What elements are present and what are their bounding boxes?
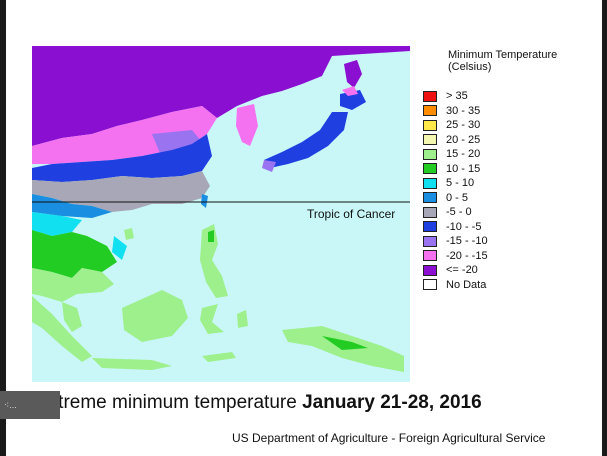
caption-dates: January 21-28, 2016 [302, 392, 482, 413]
legend-item: -10 - -5 [423, 220, 488, 235]
region-japan-north-pink [342, 86, 358, 96]
legend-swatch [423, 206, 437, 218]
region-moluccas [237, 310, 248, 328]
caption-prefix: Extreme minimum temperature [36, 392, 303, 413]
region-japan-main [264, 112, 348, 168]
legend-item: > 35 [423, 89, 488, 104]
legend-swatch [423, 119, 437, 131]
thumbnail-label: ⁖... [4, 399, 17, 410]
source-credit: US Department of Agriculture - Foreign A… [232, 431, 546, 445]
legend-swatch [423, 279, 437, 291]
legend-item: 15 - 20 [423, 147, 488, 162]
region-borneo [122, 290, 188, 342]
region-cyan [32, 212, 82, 236]
legend-swatch [423, 192, 437, 204]
legend-label: 15 - 20 [446, 148, 481, 161]
legend-swatch [423, 90, 437, 102]
legend-label: 20 - 25 [446, 133, 481, 146]
legend-label: -5 - 0 [446, 206, 472, 219]
legend-swatch [423, 250, 437, 262]
region-korea [236, 104, 258, 146]
legend-item: -15 - -10 [423, 234, 488, 249]
legend-item: 25 - 30 [423, 118, 488, 133]
legend-swatch [423, 221, 437, 233]
region-hainan [124, 228, 134, 240]
presenter-thumbnail[interactable]: ⁖... [0, 391, 60, 419]
legend-title: Minimum Temperature (Celsius) [448, 49, 557, 73]
legend-label: No Data [446, 278, 487, 291]
map-svg [32, 46, 410, 372]
legend-title-line1: Minimum Temperature [448, 49, 558, 61]
region-coastal-blue [32, 194, 112, 218]
region-indochina-green [32, 230, 117, 278]
legend-item: No Data [423, 278, 488, 293]
legend-item: 30 - 35 [423, 104, 488, 119]
legend-label: -10 - -5 [446, 220, 482, 233]
legend-item: -5 - 0 [423, 205, 488, 220]
region-philippines [200, 224, 228, 298]
legend-swatch [423, 134, 437, 146]
legend-title-line2: (Celsius) [448, 61, 492, 73]
legend-label: 30 - 35 [446, 104, 481, 117]
legend-label: -20 - -15 [446, 249, 488, 262]
tropic-of-cancer-label: Tropic of Cancer [307, 207, 396, 221]
legend-item: 0 - 5 [423, 191, 488, 206]
region-indochina-cyan [112, 236, 127, 260]
region-malaya [62, 302, 82, 332]
legend-label: 25 - 30 [446, 119, 481, 132]
legend-label: 10 - 15 [446, 162, 481, 175]
legend-item: 10 - 15 [423, 162, 488, 177]
legend-item: <= -20 [423, 263, 488, 278]
region-taiwan [201, 194, 208, 208]
legend-item: -20 - -15 [423, 249, 488, 264]
legend-swatch [423, 264, 437, 276]
legend-label: <= -20 [446, 264, 478, 277]
legend-item: 5 - 10 [423, 176, 488, 191]
legend-label: -15 - -10 [446, 235, 488, 248]
legend-item: 20 - 25 [423, 133, 488, 148]
legend-swatch [423, 148, 437, 160]
legend-swatch [423, 105, 437, 117]
region-siberia [32, 46, 410, 146]
legend-label: 5 - 10 [446, 177, 475, 190]
region-north-china-lavender [152, 130, 202, 158]
legend-label: > 35 [446, 90, 468, 103]
legend-swatch [423, 163, 437, 175]
region-sumatra [32, 296, 92, 362]
window-edge [0, 0, 6, 40]
region-sakhalin [344, 60, 362, 88]
region-indochina-lightgreen [32, 268, 114, 302]
temperature-map [32, 46, 410, 382]
region-central-china-blue [32, 134, 212, 182]
region-japan-north [340, 90, 366, 110]
region-java [92, 358, 172, 370]
region-sulawesi [200, 304, 224, 334]
slide-caption: Extreme minimum temperature January 21-2… [36, 392, 482, 414]
region-japan-south [262, 160, 276, 172]
legend-label: 0 - 5 [446, 191, 469, 204]
region-philippines-green [208, 230, 214, 242]
region-timor [202, 352, 236, 362]
legend-swatch [423, 235, 437, 247]
legend: > 35 30 - 35 25 - 30 20 - 25 15 - 20 10 … [423, 89, 488, 292]
legend-swatch [423, 177, 437, 189]
region-new-guinea-green [322, 336, 368, 350]
